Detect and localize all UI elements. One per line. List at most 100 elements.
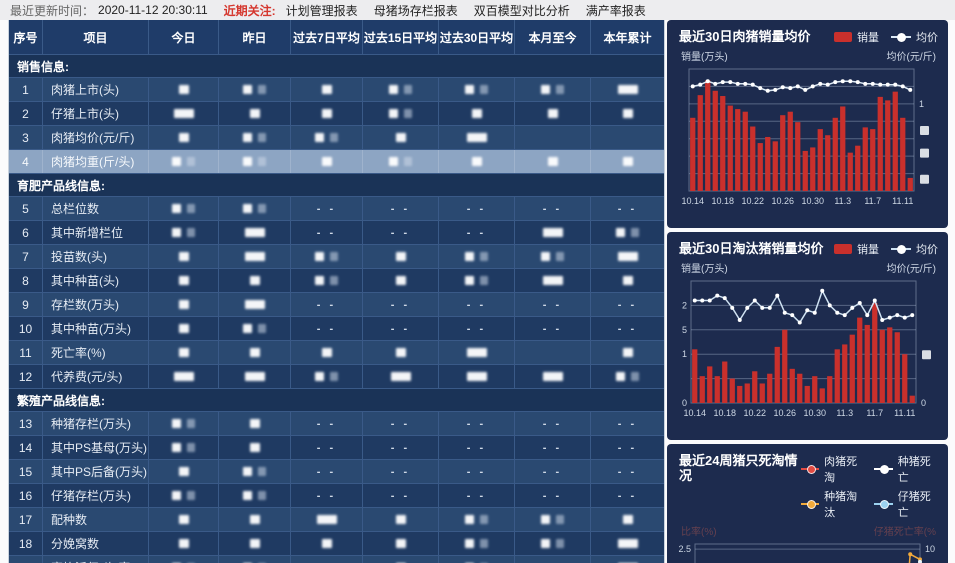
- redacted-value-block: [321, 539, 332, 548]
- line-dot-icon: [891, 245, 911, 254]
- row-value-cell: [219, 508, 291, 531]
- table-row[interactable]: 3 肉猪均价(元/斤): [9, 125, 664, 149]
- legend-item-sales[interactable]: 销量: [834, 29, 879, 45]
- row-value-cell: [591, 126, 664, 149]
- link-full-capacity-report[interactable]: 满产率报表: [585, 3, 646, 18]
- redacted-value-block: [173, 109, 194, 118]
- bar-swatch-icon: [834, 244, 852, 254]
- row-value-cell: [219, 221, 291, 244]
- redacted-value-block: [172, 443, 181, 452]
- empty-value-dashes: - -: [316, 322, 337, 335]
- table-row[interactable]: 5 总栏位数 - - - - - - - - - -: [9, 196, 664, 220]
- table-row[interactable]: 12 代养费(元/头): [9, 364, 664, 388]
- link-sow-farm-inventory-report[interactable]: 母猪场存栏报表: [373, 3, 458, 18]
- redacted-value-block: [315, 372, 324, 381]
- redacted-value-block: [480, 252, 488, 261]
- row-value-cell: - -: [363, 412, 439, 435]
- redacted-value-block: [631, 372, 639, 381]
- table-row[interactable]: 2 仔猪上市(头): [9, 101, 664, 125]
- row-value-cell: - -: [363, 197, 439, 220]
- empty-value-dashes: - -: [466, 322, 487, 335]
- legend-item-breeder-death[interactable]: 种猪死亡: [874, 453, 938, 485]
- svg-text:10.22: 10.22: [741, 196, 764, 206]
- empty-value-dashes: - -: [390, 465, 411, 478]
- svg-text:11.11: 11.11: [894, 408, 915, 418]
- redacted-value-block: [249, 539, 260, 548]
- col-header-index: 序号: [9, 20, 43, 54]
- table-row[interactable]: 16 仔猪存栏(万头) - - - - - - - - - -: [9, 483, 664, 507]
- redacted-value-block: [471, 157, 482, 166]
- table-row[interactable]: 11 死亡率(%): [9, 340, 664, 364]
- empty-value-dashes: - -: [390, 202, 411, 215]
- table-section-row: 繁殖产品线信息:: [9, 388, 664, 411]
- empty-value-dashes: - -: [542, 202, 563, 215]
- table-row[interactable]: 7 投苗数(头): [9, 244, 664, 268]
- legend-item-breeder-cull[interactable]: 种猪淘汰: [800, 488, 865, 520]
- table-row[interactable]: 13 种猪存栏(万头) - - - - - - - - - -: [9, 411, 664, 435]
- table-row[interactable]: 9 存栏数(万头) - - - - - - - - - -: [9, 292, 664, 316]
- row-value-cell: [591, 245, 664, 268]
- row-value-cell: [591, 556, 664, 563]
- empty-value-dashes: - -: [316, 226, 337, 239]
- row-index-cell: 7: [9, 245, 43, 268]
- redacted-value-block: [616, 228, 625, 237]
- row-index-cell: 5: [9, 197, 43, 220]
- row-value-cell: [515, 221, 591, 244]
- row-value-cell: [515, 126, 591, 149]
- legend-item-avg-price[interactable]: 均价: [891, 29, 938, 45]
- row-value-cell: [515, 78, 591, 101]
- redacted-value-block: [243, 491, 252, 500]
- redacted-value-block: [395, 133, 406, 142]
- row-value-cell: - -: [439, 293, 515, 316]
- row-index-cell: 17: [9, 508, 43, 531]
- redacted-value-block: [542, 228, 563, 237]
- row-value-cell: [591, 102, 664, 125]
- col-header-15day-avg: 过去15日平均: [363, 20, 439, 54]
- row-value-cell: [219, 412, 291, 435]
- row-value-cell: - -: [291, 412, 363, 435]
- row-value-cell: [291, 245, 363, 268]
- row-value-cell: [291, 269, 363, 292]
- row-index-cell: 18: [9, 532, 43, 555]
- col-header-month-to-date: 本月至今: [515, 20, 591, 54]
- redacted-value-block: [556, 85, 564, 94]
- row-value-cell: [149, 365, 219, 388]
- redacted-value-block: [178, 348, 189, 357]
- row-value-cell: [363, 532, 439, 555]
- row-value-cell: - -: [291, 293, 363, 316]
- table-row[interactable]: 14 其中PS基母(万头) - - - - - - - - - -: [9, 435, 664, 459]
- row-value-cell: [515, 341, 591, 364]
- redacted-value-block: [404, 109, 412, 118]
- redacted-value-block: [466, 348, 487, 357]
- row-value-cell: [219, 197, 291, 220]
- legend-label: 仔猪死亡: [897, 491, 931, 519]
- section-label: 销售信息:: [17, 59, 69, 74]
- redacted-value-block: [243, 467, 252, 476]
- row-value-cell: [219, 150, 291, 173]
- link-double-hundred-model-analysis[interactable]: 双百模型对比分析: [473, 3, 570, 18]
- empty-value-dashes: - -: [542, 489, 563, 502]
- table-row[interactable]: 15 其中PS后备(万头) - - - - - - - - - -: [9, 459, 664, 483]
- table-row[interactable]: 19窝均活仔(头/窝): [9, 555, 664, 563]
- row-value-cell: [363, 365, 439, 388]
- redacted-value-block: [617, 252, 638, 261]
- table-row[interactable]: 4 肉猪均重(斤/头): [9, 149, 664, 173]
- table-row[interactable]: 8 其中种苗(头): [9, 268, 664, 292]
- empty-value-dashes: - -: [316, 465, 337, 478]
- legend-item-sales[interactable]: 销量: [834, 241, 879, 257]
- redacted-value-block: [321, 348, 332, 357]
- redacted-value-block: [471, 109, 482, 118]
- table-row[interactable]: 1 肉猪上市(头): [9, 77, 664, 101]
- table-row[interactable]: 18 分娩窝数: [9, 531, 664, 555]
- table-row[interactable]: 17 配种数: [9, 507, 664, 531]
- row-index-cell: 3: [9, 126, 43, 149]
- table-row[interactable]: 6 其中新增栏位 - - - - - -: [9, 220, 664, 244]
- row-value-cell: [515, 102, 591, 125]
- table-row[interactable]: 10 其中种苗(万头) - - - - - - - - - -: [9, 316, 664, 340]
- chart-legend: 销量 均价: [834, 29, 938, 45]
- legend-item-piglet-death[interactable]: 仔猪死亡: [874, 488, 938, 520]
- redacted-value-block: [466, 372, 487, 381]
- legend-item-meat-pig-death-cull[interactable]: 肉猪死淘: [800, 453, 865, 485]
- legend-item-avg-price[interactable]: 均价: [891, 241, 938, 257]
- link-plan-management-report[interactable]: 计划管理报表: [285, 3, 358, 18]
